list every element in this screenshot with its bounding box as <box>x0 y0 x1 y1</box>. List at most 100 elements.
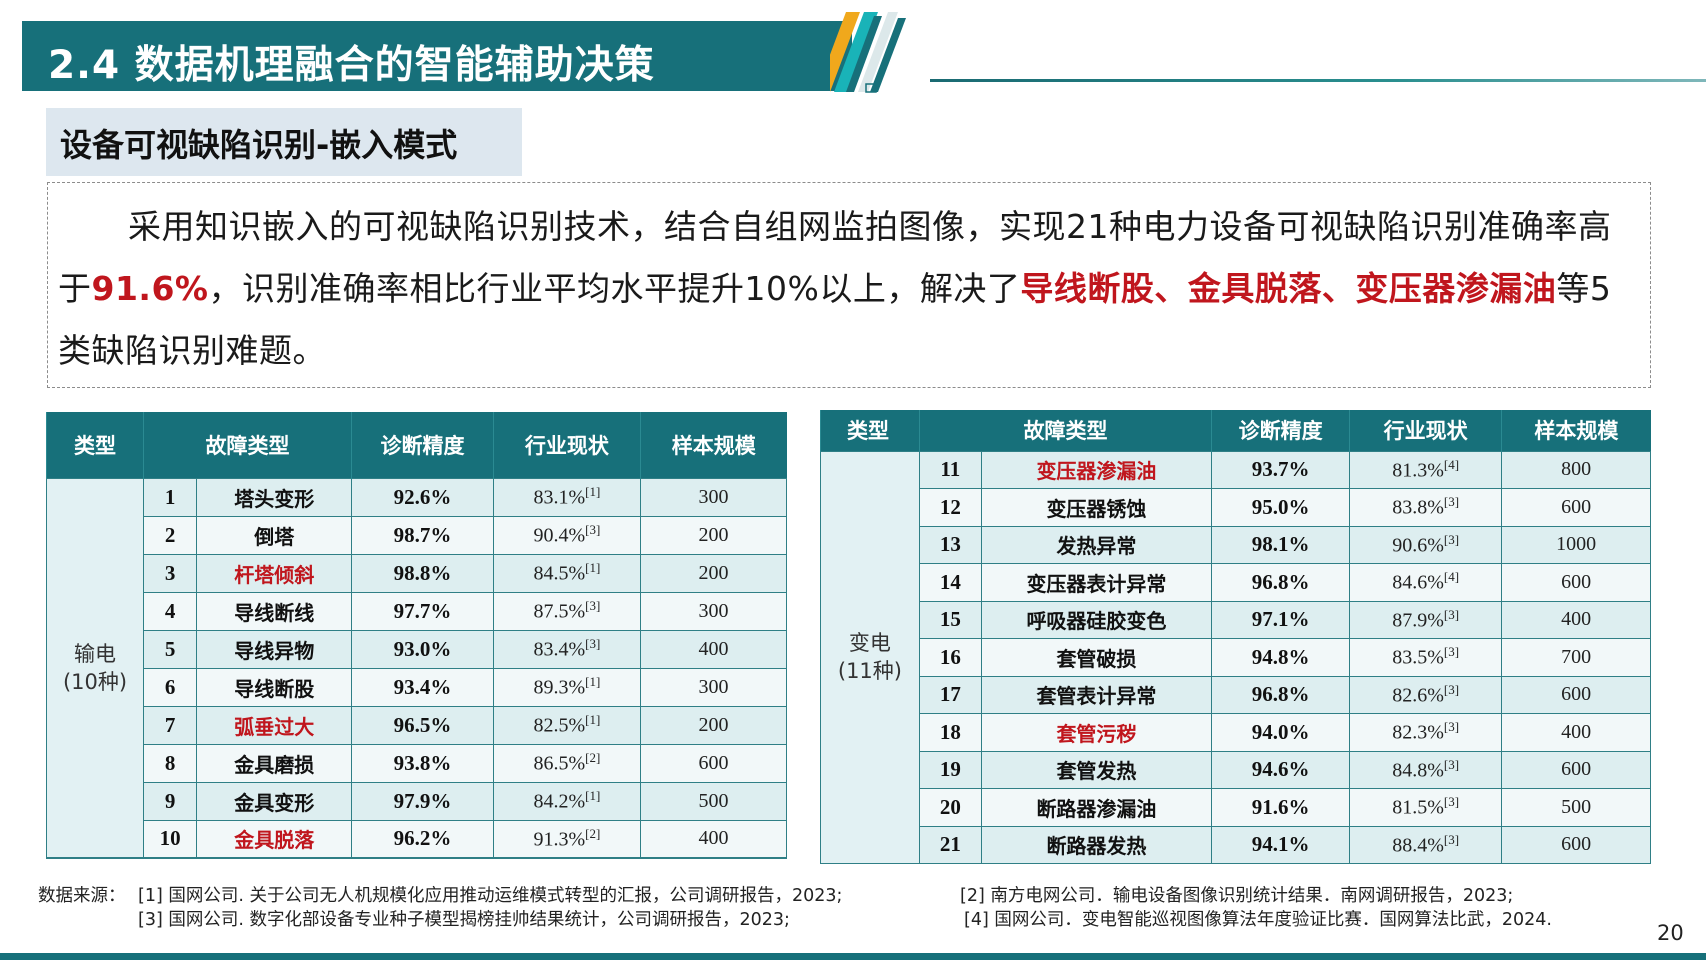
category-count: (10种) <box>62 669 128 694</box>
sample-size: 400 <box>1501 600 1651 639</box>
table-row: 21 断路器发热 94.1% 88.4%[3] 600 <box>821 825 1651 864</box>
fault-name: 断路器渗漏油 <box>980 788 1213 827</box>
table-row: 3 杆塔倾斜 98.8% 84.5%[1] 200 <box>47 553 788 593</box>
table-row: 变电 (11种) 11 变压器渗漏油 93.7% 81.3%[4] 800 <box>820 450 1651 864</box>
source-ref-2: [2] 南方电网公司．输电设备图像识别统计结果．南网调研报告，2023; <box>960 886 1514 906</box>
row-number: 15 <box>918 600 982 639</box>
category-cell: 变电 (11种) <box>820 450 920 864</box>
industry-status: 84.6%[4] <box>1349 563 1503 602</box>
fault-name: 导线异物 <box>196 629 353 669</box>
transmission-defects-table: 类型 故障类型 诊断精度 行业现状 样本规模 输电 (10种) 1 塔头变形 92.6%… <box>46 412 788 859</box>
industry-status: 87.9%[3] <box>1349 600 1503 639</box>
sample-size: 200 <box>639 553 788 593</box>
row-number: 17 <box>918 675 982 714</box>
table-row: 10 金具脱落 96.2% 91.3%[2] 400 <box>47 819 788 859</box>
table-row: 6 导线断股 93.4% 89.3%[1] 300 <box>47 667 788 707</box>
sample-size: 500 <box>1501 788 1651 827</box>
fault-name: 套管发热 <box>980 750 1213 789</box>
title-bar <box>22 21 852 91</box>
table-row: 15 呼吸器硅胶变色 97.1% 87.9%[3] 400 <box>821 600 1651 639</box>
industry-value: 83.8% <box>1392 497 1444 520</box>
diagnosis-accuracy: 97.1% <box>1211 600 1351 639</box>
title-underline <box>930 79 1706 82</box>
table-row: 8 金具磨损 93.8% 86.5%[2] 600 <box>47 743 788 783</box>
diagnosis-accuracy: 98.8% <box>351 553 494 593</box>
reference-marker: [3] <box>1443 531 1460 547</box>
header-industry: 行业现状 <box>492 412 641 478</box>
diagnosis-accuracy: 97.9% <box>351 781 494 821</box>
row-number: 7 <box>142 705 198 745</box>
diagnosis-accuracy: 98.7% <box>351 515 494 555</box>
row-number: 16 <box>918 638 982 677</box>
diagnosis-accuracy: 96.8% <box>1211 675 1351 714</box>
substation-defects-table: 类型 故障类型 诊断精度 行业现状 样本规模 变电 (11种) 11 变压器渗漏油 93… <box>820 410 1651 864</box>
table-row: 14 变压器表计异常 96.8% 84.6%[4] 600 <box>821 563 1651 602</box>
industry-value: 84.8% <box>1392 759 1444 782</box>
fault-name: 变压器表计异常 <box>980 563 1213 602</box>
diagnosis-accuracy: 93.4% <box>351 667 494 707</box>
table-row: 13 发热异常 98.1% 90.6%[3] 1000 <box>821 525 1651 564</box>
sample-size: 200 <box>639 515 788 555</box>
industry-value: 83.5% <box>1392 647 1444 670</box>
industry-value: 91.3% <box>533 828 586 851</box>
fault-name: 变压器锈蚀 <box>980 488 1213 527</box>
industry-status: 84.2%[1] <box>492 781 641 821</box>
bottom-bar <box>0 953 1706 960</box>
row-number: 8 <box>142 743 198 783</box>
reference-marker: [1] <box>585 484 601 500</box>
category-label: 变电 <box>848 631 891 656</box>
row-number: 14 <box>918 563 982 602</box>
reference-marker: [1] <box>585 674 601 690</box>
table-row: 7 弧垂过大 96.5% 82.5%[1] 200 <box>47 705 788 745</box>
sample-size: 700 <box>1501 638 1651 677</box>
reference-marker: [3] <box>585 598 601 614</box>
industry-value: 90.4% <box>533 524 586 547</box>
reference-marker: [4] <box>1443 456 1460 472</box>
sample-size: 500 <box>639 781 788 821</box>
header-accuracy: 诊断精度 <box>1211 410 1350 451</box>
industry-value: 86.5% <box>533 752 586 775</box>
sample-size: 600 <box>1501 675 1651 714</box>
reference-marker: [3] <box>1443 606 1460 622</box>
diagnosis-accuracy: 93.0% <box>351 629 494 669</box>
industry-status: 82.5%[1] <box>492 705 641 745</box>
row-number: 11 <box>918 450 982 489</box>
sample-size: 200 <box>639 705 788 745</box>
summary-defects-highlight: 导线断股、金具脱落、变压器渗漏油 <box>1020 269 1557 308</box>
summary-text-3: 等5类缺陷识别难题。 <box>58 269 1612 370</box>
table-row: 2 倒塔 98.7% 90.4%[3] 200 <box>47 515 788 555</box>
industry-value: 82.5% <box>533 714 586 737</box>
row-number: 19 <box>918 750 982 789</box>
summary-accuracy-highlight: 91.6% <box>91 269 209 308</box>
data-sources: 数据来源： [1] 国网公司. 关于公司无人机规模化应用推动运维模式转型的汇报，… <box>38 884 1552 932</box>
sources-label: 数据来源： <box>38 886 126 906</box>
sample-size: 600 <box>1501 488 1651 527</box>
diagnosis-accuracy: 91.6% <box>1211 788 1351 827</box>
sample-size: 400 <box>1501 713 1651 752</box>
industry-status: 89.3%[1] <box>492 667 641 707</box>
source-ref-1: [1] 国网公司. 关于公司无人机规模化应用推动运维模式转型的汇报，公司调研报告… <box>138 886 843 906</box>
reference-marker: [2] <box>585 825 601 841</box>
table-row: 输电 (10种) 1 塔头变形 92.6% 83.1%[1] 300 <box>46 477 788 859</box>
header-industry: 行业现状 <box>1349 410 1502 451</box>
category-label: 输电 <box>73 641 116 666</box>
reference-marker: [4] <box>1443 569 1460 585</box>
diagnosis-accuracy: 94.6% <box>1211 750 1351 789</box>
source-ref-3: [3] 国网公司. 数字化部设备专业种子模型揭榜挂帅结果统计，公司调研报告，20… <box>138 910 790 930</box>
industry-value: 82.3% <box>1392 722 1444 745</box>
sample-size: 600 <box>1501 750 1651 789</box>
summary-paragraph: 采用知识嵌入的可视缺陷识别技术，结合自组网监拍图像，实现21种电力设备可视缺陷识… <box>58 196 1643 382</box>
industry-status: 91.3%[2] <box>492 819 641 859</box>
diagnosis-accuracy: 94.8% <box>1211 638 1351 677</box>
reference-marker: [3] <box>1443 681 1460 697</box>
row-number: 20 <box>918 788 982 827</box>
row-number: 13 <box>918 525 982 564</box>
row-number: 5 <box>142 629 198 669</box>
industry-status: 88.4%[3] <box>1349 825 1503 864</box>
industry-value: 83.1% <box>533 486 586 509</box>
diagnosis-accuracy: 93.7% <box>1211 450 1351 489</box>
row-number: 2 <box>142 515 198 555</box>
industry-value: 81.3% <box>1392 459 1444 482</box>
industry-value: 84.6% <box>1392 572 1444 595</box>
industry-value: 90.6% <box>1392 534 1444 557</box>
